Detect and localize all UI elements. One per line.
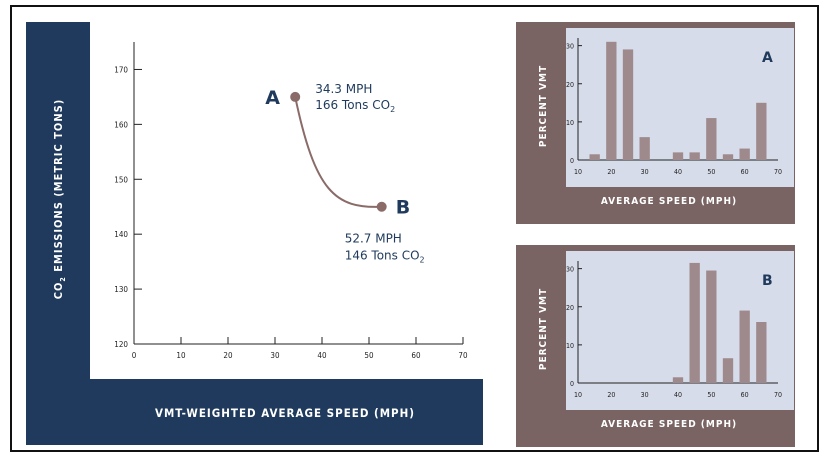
main-chart-y-tick-label: 150: [114, 175, 128, 184]
small-chart-b-x-tick-label: 10: [574, 391, 582, 399]
main-chart-y-tick-label: 170: [114, 65, 128, 74]
small-chart-b-labels-svg: PERCENT VMT AVERAGE SPEED (MPH): [538, 288, 737, 430]
main-chart-axes: 120 130 140 150 160 170 0 10 20 30 40 50 60 70: [114, 42, 468, 360]
point-b-tons-text: 146 Tons CO: [345, 249, 420, 263]
small-chart-a-x-tick-label: 10: [574, 168, 582, 176]
main-chart-x-tick-label: 30: [270, 351, 280, 360]
small-chart-a-bar: [756, 102, 767, 160]
small-chart-b-x-tick-label: 30: [641, 391, 649, 399]
main-chart-point-a: [290, 91, 301, 102]
main-chart-y-tick-label: 160: [114, 120, 128, 129]
small-chart-b-x-tick-label: 40: [674, 391, 682, 399]
small-chart-b-x-tick-label: 20: [607, 391, 615, 399]
small-chart-a-x-tick-label: 30: [641, 168, 649, 176]
point-b-tons: 146 Tons CO2: [345, 249, 425, 265]
main-chart-ylabel-sub: 2: [59, 276, 67, 281]
main-chart-xlabel: VMT-WEIGHTED AVERAGE SPEED (MPH): [155, 406, 415, 420]
main-chart-x-tick-label: 10: [176, 351, 186, 360]
small-chart-b-y-tick-label: 30: [566, 266, 574, 274]
small-chart-a-x-tick-label: 60: [741, 168, 749, 176]
point-a-tons-sub: 2: [390, 105, 395, 114]
point-a-speed: 34.3 MPH: [315, 82, 372, 96]
main-chart-plot-area: 120 130 140 150 160 170 0 10 20 30 40 50 60 70 A 34.3…: [90, 22, 483, 379]
small-chart-a-bar: [689, 152, 700, 160]
small-chart-b-y-tick-label: 10: [566, 342, 574, 350]
point-a-tons: 166 Tons CO2: [315, 98, 395, 114]
main-chart-x-tick-label: 50: [364, 351, 374, 360]
small-chart-b-plot-area: B 0 10 20 30 10 20 30 40 50 60 70: [566, 251, 794, 410]
small-chart-a-x-tick-label: 20: [607, 168, 615, 176]
main-chart-svg: 120 130 140 150 160 170 0 10 20 30 40 50 60 70 A 34.3…: [114, 42, 468, 360]
small-chart-a-panel: A 0 10 20 30 10 20 30 40 50 60 70 PERCENT VMT AVER…: [516, 22, 795, 224]
point-a-label: A: [265, 87, 280, 109]
small-chart-a-x-tick-label: 50: [707, 168, 715, 176]
main-chart-x-tick-label: 0: [132, 351, 137, 360]
main-chart-labels-svg: VMT-WEIGHTED AVERAGE SPEED (MPH) CO2 EMI…: [52, 99, 415, 420]
small-chart-b-panel: B 0 10 20 30 10 20 30 40 50 60 70 PERCENT VMT AVER…: [516, 245, 795, 447]
small-chart-a-bar: [622, 49, 634, 160]
small-chart-b-bar: [689, 262, 700, 383]
main-chart-x-tick-label: 60: [411, 351, 421, 360]
small-chart-a-y-tick-label: 10: [566, 119, 574, 127]
small-chart-b-bar: [706, 270, 717, 383]
small-chart-a-bar: [706, 118, 717, 160]
small-chart-b-bar: [739, 310, 750, 383]
small-chart-a-bar: [589, 154, 600, 160]
small-chart-a-ylabel: PERCENT VMT: [538, 65, 549, 147]
main-chart-curve: [294, 96, 382, 208]
main-chart-panel: 120 130 140 150 160 170 0 10 20 30 40 50 60 70 A 34.3…: [26, 22, 483, 445]
small-chart-a-x-tick-label: 70: [774, 168, 782, 176]
point-b-label: B: [396, 197, 410, 219]
main-chart-ylabel: CO2 EMISSIONS (METRIC TONS): [52, 99, 67, 300]
point-b-speed: 52.7 MPH: [345, 232, 402, 246]
small-chart-b-x-tick-label: 70: [774, 391, 782, 399]
small-chart-b-bar: [672, 377, 684, 383]
point-b-tons-sub: 2: [420, 256, 425, 265]
small-chart-b-label: B: [762, 273, 773, 289]
main-chart-ylabel-prefix: CO: [52, 282, 65, 300]
small-chart-a-y-tick-label: 0: [570, 157, 574, 165]
main-chart-y-tick-label: 120: [114, 340, 128, 349]
main-chart-y-tick-label: 140: [114, 230, 128, 239]
small-chart-a-label: A: [762, 50, 773, 66]
small-chart-b-xlabel: AVERAGE SPEED (MPH): [601, 419, 737, 430]
small-chart-a-y-tick-label: 30: [566, 43, 574, 51]
small-chart-a-bar: [722, 154, 734, 160]
small-chart-a-bar: [672, 152, 684, 160]
small-chart-b-x-tick-label: 60: [741, 391, 749, 399]
small-chart-a-x-tick-label: 40: [674, 168, 682, 176]
main-chart-x-tick-label: 40: [317, 351, 327, 360]
small-chart-b-x-tick-label: 50: [707, 391, 715, 399]
small-chart-a-xlabel: AVERAGE SPEED (MPH): [601, 196, 737, 207]
small-chart-a-bar: [739, 148, 750, 160]
main-chart-point-b: [376, 201, 387, 212]
small-chart-b-ylabel: PERCENT VMT: [538, 288, 549, 370]
main-chart-ylabel-suffix: EMISSIONS (METRIC TONS): [52, 99, 65, 276]
small-chart-a-labels-svg: PERCENT VMT AVERAGE SPEED (MPH): [538, 65, 737, 207]
small-chart-a-bar: [606, 41, 617, 160]
main-chart-y-tick-label: 130: [114, 285, 128, 294]
small-chart-b-bar: [722, 358, 734, 383]
small-chart-a-plot-area: A 0 10 20 30 10 20 30 40 50 60 70: [566, 28, 794, 187]
main-chart-x-tick-label: 70: [458, 351, 468, 360]
main-chart-marks: [290, 91, 387, 212]
small-chart-a-bar: [639, 137, 650, 160]
small-chart-a-y-tick-label: 20: [566, 81, 574, 89]
main-chart-x-tick-label: 20: [223, 351, 233, 360]
point-a-tons-text: 166 Tons CO: [315, 98, 390, 112]
small-chart-b-bar: [756, 322, 767, 383]
small-chart-b-y-tick-label: 0: [570, 380, 574, 388]
small-chart-b-y-tick-label: 20: [566, 304, 574, 312]
